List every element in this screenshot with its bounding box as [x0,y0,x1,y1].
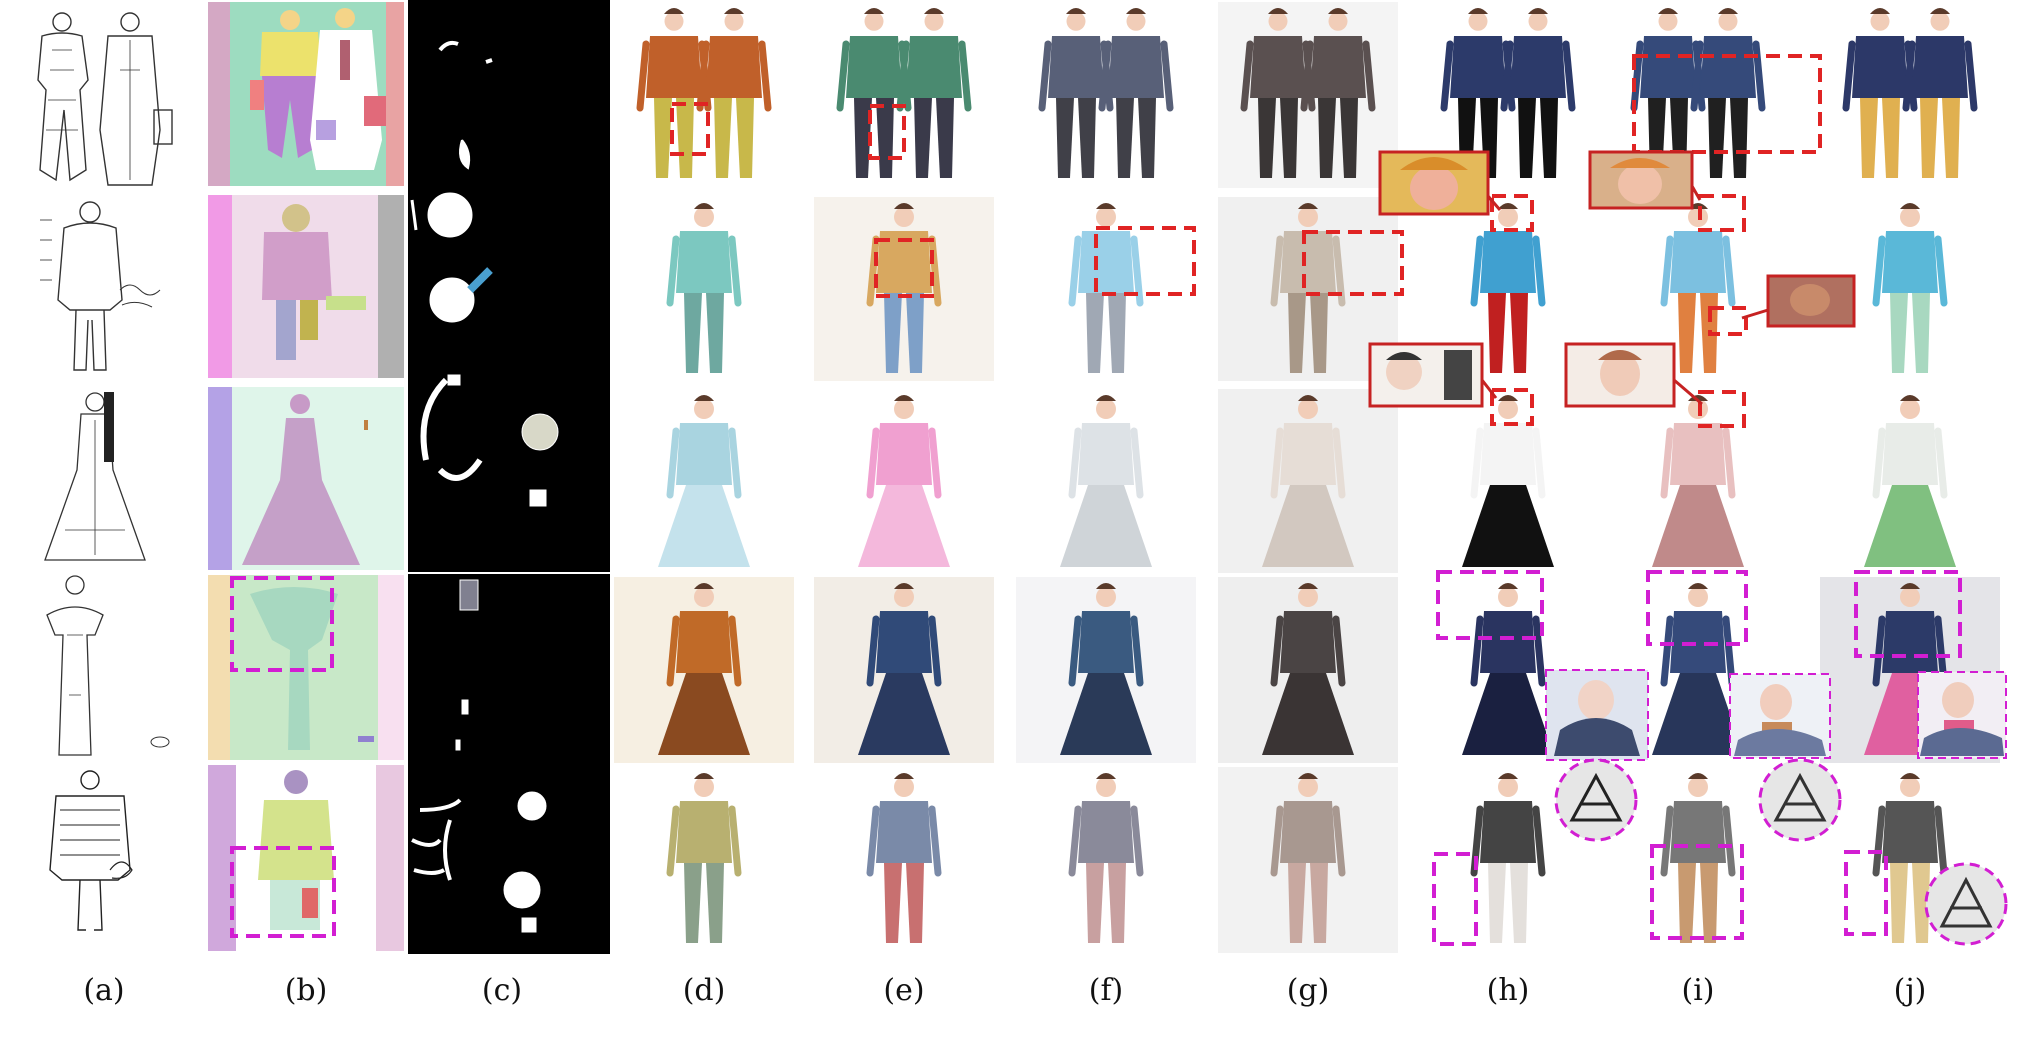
generated-image [614,577,794,763]
generated-image [814,389,994,573]
generated-image [1218,2,1398,188]
generated-image [1218,389,1398,573]
segmap-row-2 [208,195,404,378]
column-label-a: (a) [83,973,124,1008]
generated-image [1016,577,1196,763]
generated-image [614,389,794,573]
zoom-inset [1370,344,1496,406]
sketch-row-3 [45,392,145,560]
generated-image [1820,389,2000,573]
generated-image [614,197,794,381]
zoom-inset [1590,152,1700,208]
generated-image [1016,2,1196,188]
column-label-b: (b) [285,973,328,1008]
generated-image [814,767,994,953]
column-labels: (a) (b) (c) (d) (e) (f) (g) (h) (i) (j) [83,973,1926,1008]
column-a-sketches [20,5,190,930]
column-label-e: (e) [883,973,924,1008]
column-label-j: (j) [1894,973,1927,1008]
sketch-row-2 [40,202,160,370]
segmap-row-5 [208,765,404,951]
column-label-f: (f) [1089,973,1124,1008]
column-label-i: (i) [1681,973,1714,1008]
zoom-inset [1760,760,1840,840]
zoom-inset [1380,152,1500,214]
zoom-inset [1926,864,2006,944]
generated-image [614,767,794,953]
column-label-d: (d) [683,973,726,1008]
generated-image [1820,2,2000,188]
generated-image [1016,389,1196,573]
column-c-masks [408,0,610,954]
sketch-row-1 [20,5,190,185]
generated-image [1608,389,1788,573]
column-b-segmentation-maps [208,2,404,951]
column-label-c: (c) [482,973,522,1008]
zoom-inset [1556,760,1636,840]
generated-image [614,2,794,188]
generated-image [1016,767,1196,953]
sketch-row-5 [50,771,132,930]
generated-image [814,577,994,763]
generated-image [814,2,994,188]
zoom-inset [1546,670,1648,760]
sketch-row-4 [47,576,169,755]
generated-image [814,197,994,381]
generated-image [1218,577,1398,763]
zoom-inset [1918,672,2006,758]
generated-image [1016,197,1196,381]
segmap-row-4 [208,575,404,760]
zoom-inset [1730,674,1830,758]
segmap-row-1 [208,2,404,186]
generated-image [1218,767,1398,953]
generated-image [1418,389,1598,573]
segmap-row-3 [208,387,404,570]
column-label-g: (g) [1287,973,1330,1008]
column-label-h: (h) [1487,973,1530,1008]
